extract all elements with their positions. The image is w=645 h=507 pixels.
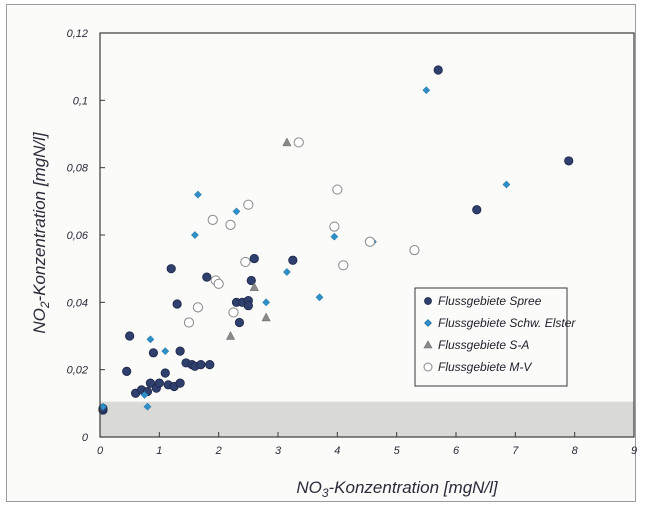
x-tick-label: 0 <box>97 445 104 457</box>
data-point-schw-elster <box>282 268 291 276</box>
data-point-s-a <box>249 282 259 291</box>
data-point-spree <box>433 65 443 75</box>
data-point-spree <box>234 317 245 328</box>
legend-label: Flussgebiete S-A <box>438 338 529 352</box>
data-point-m-v <box>240 256 251 268</box>
x-tick-label: 5 <box>394 445 401 457</box>
data-point-schw-elster <box>315 293 324 302</box>
x-tick-label: 3 <box>275 445 282 457</box>
y-tick-label: 0,1 <box>73 95 88 107</box>
detection-limit-band <box>100 401 634 437</box>
data-point-m-v <box>243 199 254 210</box>
data-point-s-a <box>261 312 271 322</box>
data-point-m-v <box>338 260 349 271</box>
data-point-spree <box>122 366 132 376</box>
data-point-spree <box>145 378 156 388</box>
legend-label: Flussgebiete Spree <box>438 294 542 308</box>
data-point-schw-elster <box>140 390 149 399</box>
legend-label: Flussgebiete Schw. Elster <box>438 316 576 330</box>
data-point-spree <box>172 299 182 309</box>
data-point-spree <box>472 205 482 215</box>
data-point-spree <box>148 348 158 358</box>
data-point-spree <box>175 346 185 356</box>
data-point-m-v <box>192 302 203 313</box>
y-tick-label: 0,08 <box>67 163 89 175</box>
data-point-spree <box>246 275 256 286</box>
x-axis-label: NO3-Konzentration [mgN/l] <box>296 478 499 500</box>
chart-frame: 0 1 2 3 4 5 6 7 8 9 0 0,02 0,04 0,06 0,08 0,1 0,12 NO3-… <box>6 4 637 502</box>
y-tick-label: 0,12 <box>67 28 88 40</box>
data-point-m-v <box>207 214 218 225</box>
data-point-m-v <box>293 137 304 148</box>
data-point-schw-elster <box>330 232 339 241</box>
data-point-spree <box>196 360 206 370</box>
data-point-spree <box>175 378 185 388</box>
legend-marker-diamond <box>424 319 432 327</box>
x-tick-label: 7 <box>512 445 519 457</box>
data-point-m-v <box>228 307 239 318</box>
y-axis-ticks: 0 0,02 0,04 0,06 0,08 0,1 0,12 <box>67 28 105 444</box>
data-point-m-v <box>409 245 420 256</box>
x-tick-label: 9 <box>631 445 637 457</box>
legend-marker-circle-open <box>423 362 433 372</box>
data-point-spree <box>154 378 164 388</box>
data-point-schw-elster <box>193 190 202 199</box>
data-point-spree <box>288 255 298 265</box>
data-point-m-v <box>225 219 236 230</box>
y-tick-label: 0,04 <box>67 297 88 309</box>
data-point-s-a <box>282 137 292 147</box>
data-point-schw-elster <box>190 231 199 239</box>
data-point-spree <box>125 331 135 341</box>
data-point-s-a <box>225 330 236 340</box>
data-point-schw-elster <box>502 180 511 189</box>
x-axis-ticks: 0 1 2 3 4 5 6 7 8 9 <box>97 432 637 457</box>
data-point-spree <box>160 368 170 378</box>
data-point-m-v <box>364 236 376 247</box>
data-point-spree <box>243 301 253 311</box>
data-point-spree <box>205 360 215 370</box>
x-tick-label: 2 <box>215 445 222 457</box>
y-tick-label: 0,02 <box>67 365 88 377</box>
data-point-spree <box>166 264 176 274</box>
legend-marker-circle-filled <box>424 297 432 305</box>
data-point-schw-elster <box>146 335 155 344</box>
legend-item-schw-elster: Flussgebiete Schw. Elster <box>424 316 576 330</box>
data-point-schw-elster <box>161 347 170 356</box>
data-point-m-v <box>332 184 343 195</box>
legend-box <box>414 287 568 387</box>
y-axis-label: NO2-Konzentration [mgN/l] <box>30 131 52 334</box>
data-point-spree <box>564 156 574 166</box>
data-point-schw-elster <box>262 298 271 307</box>
data-point-schw-elster <box>232 207 241 216</box>
legend-item-s-a: Flussgebiete S-A <box>423 338 529 352</box>
legend: Flussgebiete Spree Flussgebiete Schw. El… <box>414 287 576 387</box>
legend-item-m-v: Flussgebiete M-V <box>423 360 532 374</box>
x-tick-label: 8 <box>572 445 579 457</box>
y-tick-label: 0,06 <box>67 230 89 242</box>
x-tick-label: 6 <box>453 445 460 457</box>
data-point-schw-elster <box>143 402 152 411</box>
data-point-m-v <box>183 317 195 328</box>
y-tick-label: 0 <box>82 432 89 444</box>
x-tick-label: 1 <box>156 445 162 457</box>
data-markers <box>98 65 574 415</box>
legend-label: Flussgebiete M-V <box>438 360 532 374</box>
data-point-schw-elster <box>422 86 431 95</box>
data-point-m-v <box>329 221 340 232</box>
scatter-chart: 0 1 2 3 4 5 6 7 8 9 0 0,02 0,04 0,06 0,08 0,1 0,12 NO3-… <box>30 28 637 500</box>
data-point-spree <box>202 272 212 282</box>
legend-item-spree: Flussgebiete Spree <box>424 294 542 308</box>
data-point-m-v <box>213 278 224 289</box>
legend-marker-triangle <box>423 340 433 349</box>
x-tick-label: 4 <box>334 445 340 457</box>
data-point-spree <box>249 253 259 264</box>
